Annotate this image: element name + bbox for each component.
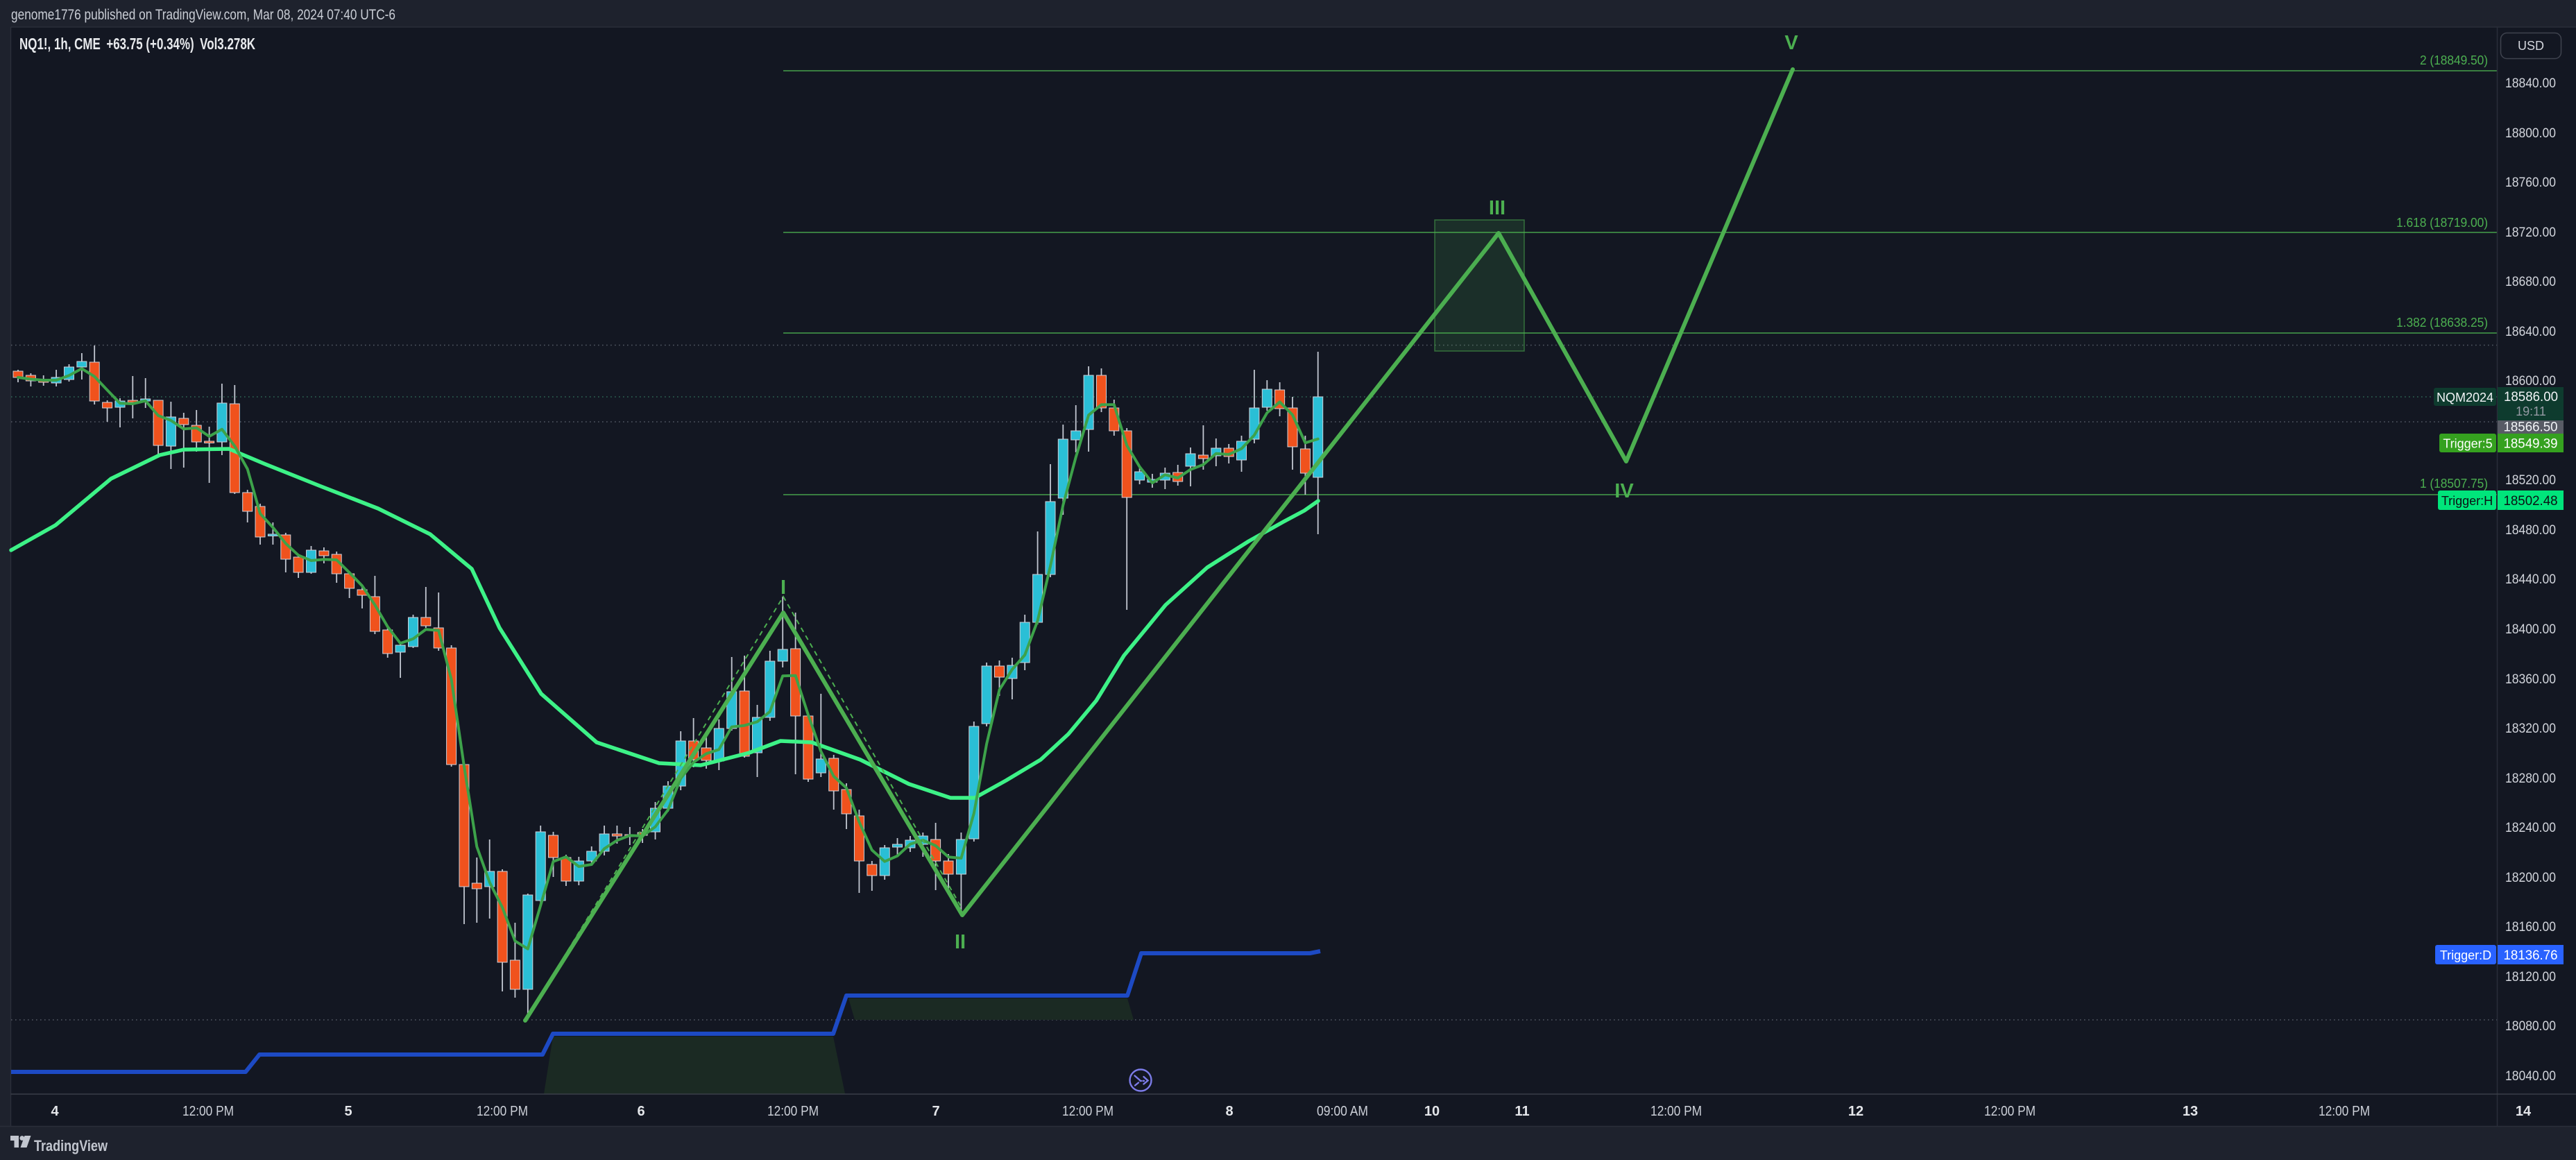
svg-text:18280.00: 18280.00 [2505,771,2556,786]
svg-text:18502.48: 18502.48 [2504,494,2558,509]
svg-text:TradingView: TradingView [34,1137,108,1154]
svg-text:18600.00: 18600.00 [2505,374,2556,389]
svg-text:18136.76: 18136.76 [2504,948,2558,963]
svg-text:18566.50: 18566.50 [2504,420,2558,435]
svg-text:18840.00: 18840.00 [2505,76,2556,91]
svg-text:12:00 PM: 12:00 PM [477,1104,528,1119]
svg-text:7: 7 [932,1104,939,1119]
svg-text:18320.00: 18320.00 [2505,722,2556,736]
svg-text:13: 13 [2183,1104,2198,1119]
svg-text:II: II [955,931,966,953]
svg-text:IV: IV [1614,480,1634,502]
svg-text:18120.00: 18120.00 [2505,970,2556,984]
svg-text:09:00 AM: 09:00 AM [1317,1104,1368,1119]
svg-text:1 (18507.75): 1 (18507.75) [2420,477,2488,491]
svg-text:18520.00: 18520.00 [2505,473,2556,488]
svg-text:1.618 (18719.00): 1.618 (18719.00) [2396,216,2488,230]
svg-text:18040.00: 18040.00 [2505,1069,2556,1084]
svg-text:18360.00: 18360.00 [2505,672,2556,687]
svg-text:Trigger:D: Trigger:D [2440,948,2491,962]
svg-text:12:00 PM: 12:00 PM [1650,1104,1702,1119]
svg-text:4: 4 [51,1104,59,1119]
svg-text:18549.39: 18549.39 [2504,437,2558,452]
svg-text:18080.00: 18080.00 [2505,1019,2556,1034]
svg-text:genome1776 published on Tradin: genome1776 published on TradingView.com,… [11,7,395,23]
svg-text:NQ1!, 1h, CME +63.75 (+0.34%): NQ1!, 1h, CME +63.75 (+0.34%) Vol3.278K [19,35,255,53]
svg-text:Trigger:5: Trigger:5 [2443,437,2492,451]
svg-text:USD: USD [2518,39,2544,53]
svg-text:18680.00: 18680.00 [2505,275,2556,289]
svg-text:1.382 (18638.25): 1.382 (18638.25) [2396,316,2488,330]
svg-text:18400.00: 18400.00 [2505,622,2556,637]
svg-text:18160.00: 18160.00 [2505,920,2556,935]
svg-text:III: III [1489,197,1505,219]
svg-text:NQM2024: NQM2024 [2437,391,2493,404]
svg-text:8: 8 [1225,1104,1233,1119]
svg-text:2 (18849.50): 2 (18849.50) [2420,53,2488,67]
svg-text:Trigger:H: Trigger:H [2441,494,2493,508]
svg-text:I: I [781,577,786,599]
svg-text:12:00 PM: 12:00 PM [1062,1104,1114,1119]
svg-text:10: 10 [1424,1104,1440,1119]
svg-text:5: 5 [344,1104,352,1119]
svg-text:18760.00: 18760.00 [2505,176,2556,190]
svg-text:18640.00: 18640.00 [2505,325,2556,339]
svg-text:19:11: 19:11 [2516,404,2546,418]
svg-text:V: V [1784,32,1798,54]
svg-text:12:00 PM: 12:00 PM [182,1104,234,1119]
svg-text:18200.00: 18200.00 [2505,871,2556,885]
svg-text:18720.00: 18720.00 [2505,225,2556,240]
svg-text:11: 11 [1515,1104,1529,1119]
svg-text:12:00 PM: 12:00 PM [1984,1104,2036,1119]
svg-text:18440.00: 18440.00 [2505,572,2556,587]
svg-text:6: 6 [637,1104,645,1119]
svg-text:12:00 PM: 12:00 PM [767,1104,819,1119]
svg-text:18240.00: 18240.00 [2505,821,2556,835]
svg-text:18480.00: 18480.00 [2505,523,2556,538]
svg-text:12: 12 [1848,1104,1863,1119]
svg-text:12:00 PM: 12:00 PM [2319,1104,2370,1119]
svg-text:18586.00: 18586.00 [2504,390,2558,404]
svg-text:14: 14 [2516,1104,2532,1119]
svg-text:18800.00: 18800.00 [2505,126,2556,141]
